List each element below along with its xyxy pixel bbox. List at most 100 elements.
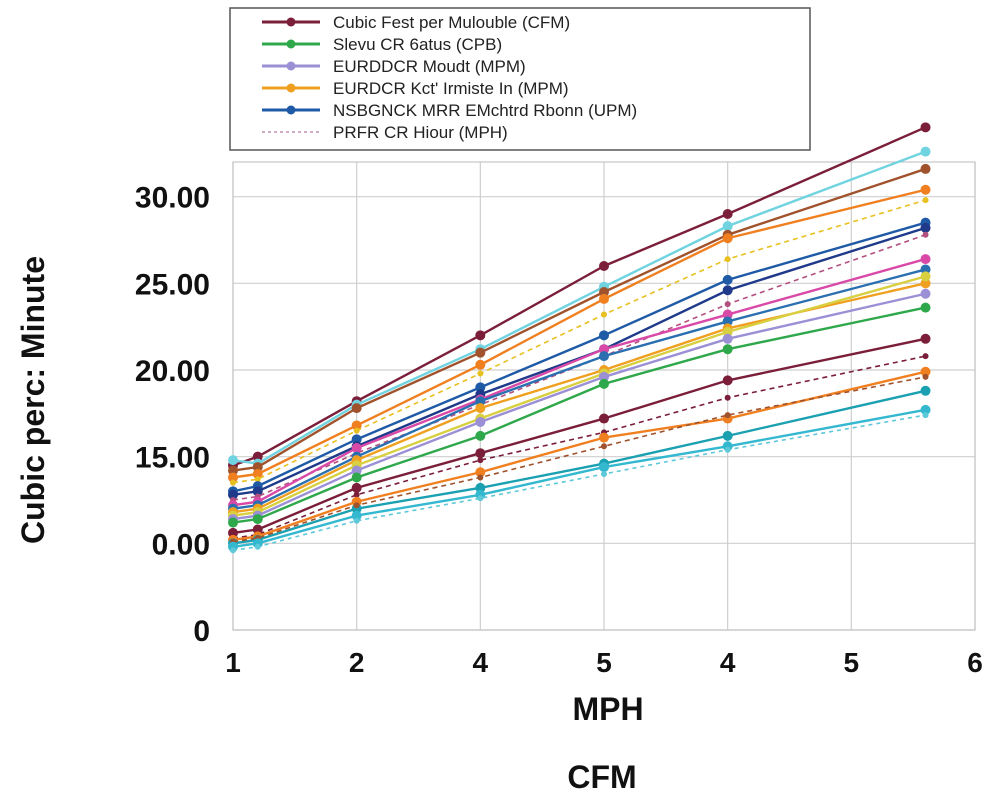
legend-item: PRFR CR Hiour (MPH) <box>262 123 508 142</box>
series-line <box>232 188 926 479</box>
data-point <box>475 403 486 414</box>
data-point <box>252 462 263 473</box>
series-8 <box>230 231 929 503</box>
data-point <box>599 432 609 443</box>
plot-area <box>232 161 976 631</box>
data-point <box>922 197 929 204</box>
x-tick-label: 5 <box>844 647 860 678</box>
data-point <box>599 344 609 355</box>
data-point <box>252 451 263 462</box>
series-group <box>228 122 931 554</box>
data-point <box>599 351 609 362</box>
data-point <box>475 467 486 478</box>
data-point <box>722 316 733 327</box>
data-point <box>599 261 609 271</box>
x-tick-label: 4 <box>473 647 489 678</box>
legend-label: EURDCR Kct' Irmiste In (MPM) <box>333 79 569 98</box>
data-point <box>920 163 931 174</box>
legend-label: NSBGNCK MRR EMchtrd Rbonn (UPM) <box>333 101 637 120</box>
data-point <box>475 430 486 441</box>
legend-item: NSBGNCK MRR EMchtrd Rbonn (UPM) <box>262 101 637 120</box>
data-point <box>351 472 362 483</box>
data-point <box>252 524 263 535</box>
data-point <box>920 264 931 275</box>
data-point <box>228 517 238 528</box>
data-point <box>922 231 929 238</box>
x-axis-title: MPH <box>572 691 643 727</box>
y-tick-label: 30.00 <box>135 182 210 215</box>
x-tick-label: 4 <box>720 647 736 678</box>
data-point <box>722 326 733 337</box>
legend-swatch-marker <box>286 17 296 27</box>
data-point <box>920 404 931 415</box>
x-tick-label: 2 <box>349 647 365 678</box>
y-axis-ticks: 30.00 25.00 20.00 15.00 0.00 0 <box>135 182 210 648</box>
data-point <box>475 347 486 358</box>
data-point <box>475 330 486 341</box>
data-point <box>922 353 929 360</box>
data-point <box>254 543 261 550</box>
data-point <box>920 333 931 344</box>
data-point <box>922 412 929 419</box>
data-point <box>477 474 484 481</box>
data-point <box>722 233 733 244</box>
legend-box <box>229 7 811 151</box>
data-point <box>228 489 238 500</box>
y-axis-title: Cubic perc: Minute <box>15 256 51 544</box>
series-14 <box>228 302 931 528</box>
data-point <box>351 434 362 445</box>
data-point <box>599 293 609 304</box>
series-line <box>232 199 926 484</box>
data-point <box>724 412 731 419</box>
data-point <box>922 373 929 380</box>
legend-swatch-marker <box>286 83 296 93</box>
data-point <box>722 285 733 296</box>
data-point <box>920 122 931 133</box>
data-point <box>230 547 236 554</box>
data-point <box>920 288 931 299</box>
data-point <box>353 427 360 434</box>
data-point <box>228 472 238 483</box>
x-axis-ticks: 1 2 4 5 4 5 6 <box>225 647 983 678</box>
data-point <box>351 510 362 521</box>
legend: Cubic Fest per Mulouble (CFM) Slevu CR 6a… <box>229 7 811 151</box>
series-21 <box>230 412 929 554</box>
data-point <box>920 278 931 289</box>
data-point <box>599 371 609 382</box>
data-point <box>599 330 609 341</box>
data-point <box>920 222 931 233</box>
data-point <box>722 375 733 386</box>
data-point <box>475 482 486 493</box>
data-point <box>722 333 733 344</box>
legend-item: Cubic Fest per Mulouble (CFM) <box>262 13 570 32</box>
data-point <box>920 385 931 396</box>
data-point <box>351 403 362 414</box>
data-point <box>920 254 931 265</box>
data-point <box>722 309 733 320</box>
data-point <box>599 413 609 424</box>
data-point <box>475 417 486 427</box>
series-15 <box>228 333 931 538</box>
data-point <box>475 396 486 407</box>
data-point <box>724 394 731 401</box>
series-5 <box>230 197 929 486</box>
data-point <box>920 366 931 377</box>
data-point <box>475 448 486 459</box>
data-point <box>228 455 238 466</box>
data-point <box>920 271 931 282</box>
data-point <box>228 465 238 476</box>
data-point <box>724 256 731 263</box>
legend-swatch-marker <box>286 105 296 115</box>
data-point <box>353 502 360 509</box>
y-tick-label: 0 <box>193 615 210 648</box>
data-point <box>601 471 607 477</box>
series-line <box>232 234 926 501</box>
legend-item: EURDCR Kct' Irmiste In (MPM) <box>262 79 569 98</box>
x-axis-secondary-title: CFM <box>567 759 636 795</box>
data-point <box>254 476 261 483</box>
data-point <box>228 527 238 538</box>
data-point <box>351 482 362 493</box>
legend-label: EURDDCR Moudt (MPM) <box>333 57 526 76</box>
x-tick-label: 1 <box>225 647 241 678</box>
y-tick-label: 20.00 <box>135 355 210 388</box>
